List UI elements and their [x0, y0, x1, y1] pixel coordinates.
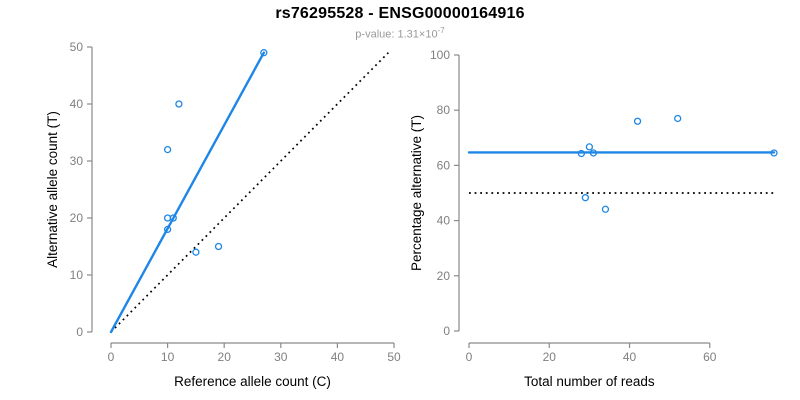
- x-axis-tick-label: 0: [108, 350, 115, 364]
- y-axis-tick-label: 40: [437, 214, 451, 228]
- plot-subtitle: p-value: 1.31×10-7: [0, 26, 800, 41]
- y-axis-tick-label: 10: [70, 268, 84, 282]
- y-axis-tick-label: 60: [437, 158, 451, 172]
- fit-line: [109, 51, 266, 334]
- x-axis-tick-label: 50: [387, 350, 401, 364]
- y-axis-title: Percentage alternative (T): [409, 115, 424, 271]
- figure-header: rs76295528 - ENSG00000164916 p-value: 1.…: [0, 5, 800, 41]
- data-point: [770, 149, 778, 157]
- data-point: [175, 100, 183, 108]
- y-axis-tick-label: 20: [70, 211, 84, 225]
- x-axis-tick-label: 30: [274, 350, 288, 364]
- data-point: [163, 145, 172, 154]
- x-axis-tick-label: 20: [543, 350, 557, 364]
- y-axis-title: Alternative allele count (T): [45, 111, 60, 268]
- x-axis-title: Total number of reads: [524, 374, 655, 389]
- data-point: [585, 143, 594, 151]
- data-point: [214, 242, 223, 251]
- pvalue-exponent: -7: [437, 26, 445, 35]
- y-axis-tick-label: 0: [443, 324, 450, 338]
- y-axis-tick-label: 80: [437, 103, 451, 117]
- data-point: [192, 248, 200, 256]
- y-axis-tick-label: 50: [70, 40, 84, 54]
- data-point: [601, 205, 610, 213]
- data-point: [260, 49, 268, 57]
- y-axis-tick-label: 30: [70, 154, 84, 168]
- x-axis-tick-label: 40: [623, 350, 637, 364]
- data-point: [169, 214, 177, 222]
- pvalue-text: p-value: 1.31×10: [355, 28, 438, 41]
- data-point: [589, 149, 598, 157]
- x-axis-tick-label: 0: [466, 350, 473, 364]
- y-axis-tick-label: 20: [437, 269, 451, 283]
- plot-title: rs76295528 - ENSG00000164916: [275, 5, 525, 22]
- data-point: [633, 117, 642, 125]
- x-axis-tick-label: 20: [218, 350, 232, 364]
- y-axis-tick-label: 100: [430, 48, 450, 62]
- y-axis-tick-label: 40: [70, 97, 84, 111]
- x-axis-tick-label: 40: [331, 350, 345, 364]
- y-axis-tick-label: 0: [76, 325, 83, 339]
- plot-percentage-vs-coverage: 0 20 40 60 0 20 40 60 80 100 Total number of reads…: [409, 48, 778, 389]
- x-axis-title: Reference allele count (C): [174, 374, 331, 389]
- data-point: [674, 114, 682, 123]
- data-point: [577, 149, 586, 158]
- x-axis-tick-label: 10: [161, 350, 175, 364]
- data-point: [581, 194, 590, 202]
- plot-allele-counts: 0 10 20 30 40 50 0 10 20 30 40 50 Reference allele c…: [45, 40, 401, 389]
- data-point: [163, 225, 172, 234]
- reference-line: [110, 52, 389, 333]
- x-axis-tick-label: 60: [703, 350, 717, 364]
